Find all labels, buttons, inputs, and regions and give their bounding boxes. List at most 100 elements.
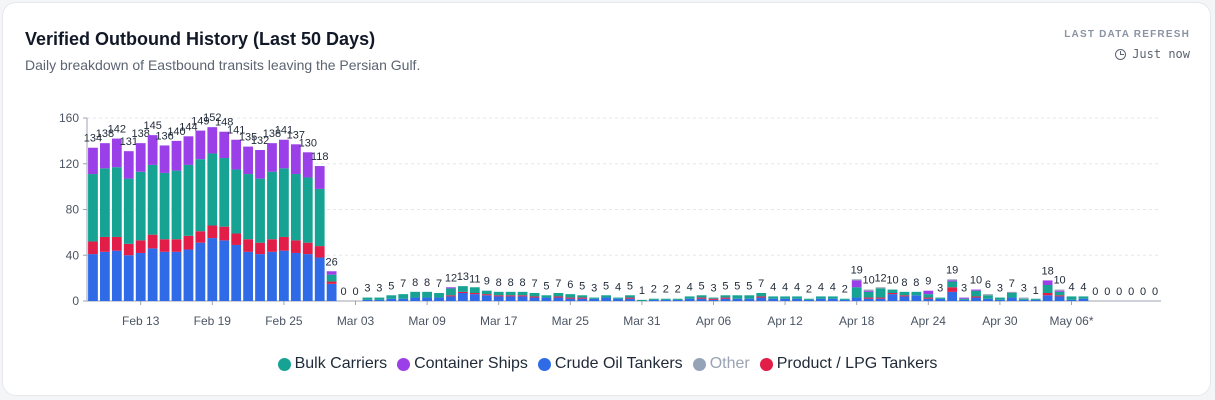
bar-segment-bulk [792,296,802,299]
bar-segment-container [171,140,182,171]
bar-total-label: 5 [746,280,752,292]
bar-segment-crude [434,297,444,301]
bar-segment-container [147,135,158,165]
bar-segment-crude [458,292,468,301]
legend-item-other[interactable]: Other [692,355,750,373]
legend-item-crude[interactable]: Crude Oil Tankers [537,355,683,373]
bar-segment-bulk [684,296,695,299]
bar-segment-lpg [279,236,289,251]
bar-segment-crude [171,251,182,301]
bar-segment-bulk [207,153,218,226]
y-tick-label: 0 [72,294,79,308]
bar-segment-bulk [923,294,934,298]
bar-segment-container [100,143,110,169]
bar-total-label: 19 [851,264,863,276]
bar-segment-container [947,280,958,282]
bar-total-label: 149 [191,116,209,128]
legend-label: Other [709,355,750,372]
bar-segment-crude [469,294,480,301]
bar-segment-container [314,166,325,189]
bar-segment-container [135,143,146,172]
chart-title: Verified Outbound History (Last 50 Days) [25,29,376,49]
bar-segment-container [219,131,230,159]
bar-segment-other [1054,289,1065,291]
legend-item-lpg[interactable]: Product / LPG Tankers [759,355,938,373]
bar-segment-bulk [708,297,719,299]
bar-segment-bulk [947,281,958,288]
bar-segment-bulk [899,291,910,296]
bar-total-label: 7 [555,278,561,290]
bar-segment-bulk [255,178,265,243]
bar-segment-other [1006,291,1017,293]
legend-label: Product / LPG Tankers [776,355,938,372]
bar-total-label: 137 [287,129,305,141]
bar-segment-container [123,151,134,179]
legend-item-bulk[interactable]: Bulk Carriers [277,355,387,373]
bar-total-label: 8 [424,277,430,289]
bar-total-label: 0 [1116,286,1122,298]
bar-total-label: 4 [794,281,800,293]
bar-total-label: 3 [961,283,967,295]
bar-segment-container [1054,290,1065,292]
bar-total-label: 7 [531,278,537,290]
bar-segment-crude [505,296,516,301]
bar-segment-bulk [696,295,707,298]
y-tick-label: 160 [59,111,79,125]
bar-segment-lpg [493,295,504,297]
bar-segment-bulk [529,292,540,297]
bar-segment-bulk [672,298,683,300]
x-tick-label: Feb 25 [265,314,303,328]
bar-segment-lpg [756,296,767,298]
bar-total-label: 5 [388,280,394,292]
y-tick-label: 40 [66,248,80,262]
bar-total-label: 2 [651,284,657,296]
bar-total-label: 1 [1033,285,1039,297]
bar-segment-crude [780,298,790,301]
bar-segment-crude [481,295,492,301]
bar-segment-crude [625,298,635,301]
bar-segment-lpg [625,297,635,299]
bar-total-label: 0 [1152,286,1158,298]
bar-segment-lpg [875,297,886,299]
bar-total-label: 10 [970,275,982,287]
bar-segment-crude [267,251,277,301]
bar-total-label: 7 [436,278,442,290]
bar-segment-crude [983,298,993,301]
bar-segment-lpg [553,296,564,298]
bar-segment-crude [195,242,206,301]
x-tick-label: Apr 18 [839,314,875,328]
bar-segment-bulk [756,292,767,297]
bar-segment-bulk [171,170,182,240]
bar-total-label: 8 [496,277,502,289]
bar-segment-lpg [923,297,934,299]
bar-total-label: 0 [1128,286,1134,298]
bar-segment-lpg [255,242,265,255]
bar-segment-container [159,145,170,173]
bar-total-label: 148 [215,117,233,129]
bar-segment-crude [565,298,576,301]
bar-segment-bulk [1030,298,1041,300]
bar-total-label: 130 [299,137,317,149]
y-tick-label: 80 [66,203,80,217]
legend-item-container[interactable]: Container Ships [397,355,528,373]
bar-segment-crude [410,297,421,301]
bar-segment-lpg [123,243,134,256]
bar-segment-bulk [123,178,134,244]
bar-segment-bulk [386,295,397,299]
bar-segment-crude [959,299,969,301]
bar-total-label: 10 [1053,275,1065,287]
x-tick-label: Apr 12 [767,314,803,328]
y-tick-label: 120 [59,157,79,171]
bar-segment-crude [243,251,253,301]
bar-total-label: 5 [699,280,705,292]
bar-segment-bulk [911,291,922,296]
chart-legend: Bulk Carriers Container Ships Crude Oil Ta… [3,355,1212,373]
bar-segment-bulk [147,164,158,235]
bar-segment-crude [589,298,600,301]
bar-segment-crude [541,297,552,301]
bar-segment-crude [159,251,170,301]
chart-subtitle: Daily breakdown of Eastbound transits le… [25,57,421,73]
bar-segment-crude [851,297,862,301]
legend-label: Container Ships [414,355,528,372]
bar-segment-crude [1066,299,1077,301]
